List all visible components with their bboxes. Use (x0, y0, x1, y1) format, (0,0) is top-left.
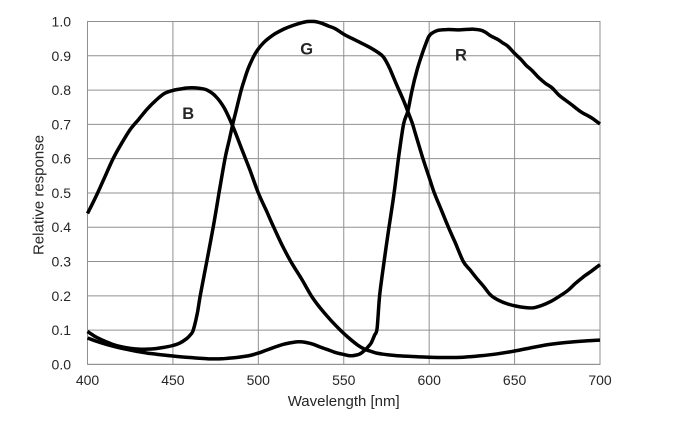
svg-text:0.9: 0.9 (52, 48, 72, 64)
svg-text:Relative response: Relative response (31, 135, 48, 255)
svg-text:0.2: 0.2 (52, 288, 72, 304)
svg-text:0.8: 0.8 (52, 82, 72, 98)
svg-text:0.7: 0.7 (52, 116, 72, 132)
svg-text:0.3: 0.3 (52, 254, 72, 270)
svg-text:0.4: 0.4 (52, 219, 72, 235)
svg-text:400: 400 (76, 372, 100, 388)
svg-text:550: 550 (332, 372, 356, 388)
svg-text:0.0: 0.0 (52, 356, 72, 372)
svg-text:0.6: 0.6 (52, 151, 72, 167)
svg-text:Wavelength [nm]: Wavelength [nm] (288, 393, 400, 410)
svg-text:500: 500 (247, 372, 271, 388)
svg-text:0.5: 0.5 (52, 185, 72, 201)
svg-text:700: 700 (588, 372, 612, 388)
svg-text:600: 600 (418, 372, 442, 388)
svg-text:G: G (300, 40, 313, 58)
svg-text:450: 450 (161, 372, 185, 388)
svg-text:0.1: 0.1 (52, 322, 72, 338)
svg-text:R: R (455, 47, 467, 65)
svg-text:650: 650 (503, 372, 527, 388)
svg-text:B: B (182, 105, 194, 123)
svg-text:1.0: 1.0 (52, 14, 72, 30)
